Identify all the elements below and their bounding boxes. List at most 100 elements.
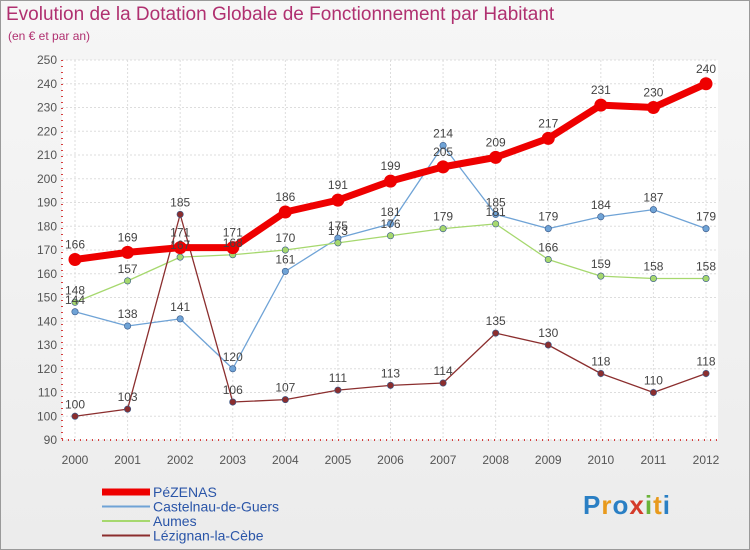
data-point <box>124 277 132 285</box>
x-tick-label: 2003 <box>219 453 246 467</box>
data-label: 170 <box>275 231 295 245</box>
data-label: 130 <box>538 326 558 340</box>
data-point <box>649 206 657 214</box>
data-label: 110 <box>644 374 663 388</box>
legend-label: PéZENAS <box>153 484 217 500</box>
x-tick-label: 2008 <box>482 453 509 467</box>
data-label: 186 <box>275 190 295 204</box>
data-point <box>544 341 552 349</box>
data-label: 159 <box>591 257 611 271</box>
data-label: 231 <box>591 83 611 97</box>
data-point <box>649 388 657 396</box>
y-tick-label: 90 <box>44 433 58 447</box>
data-label: 158 <box>643 260 663 274</box>
data-label: 144 <box>65 293 85 307</box>
data-point <box>702 274 710 282</box>
data-label: 100 <box>65 397 85 411</box>
data-point <box>281 396 289 404</box>
y-tick-label: 140 <box>37 314 57 328</box>
x-tick-label: 2009 <box>535 453 562 467</box>
data-label: 114 <box>434 364 453 378</box>
data-point <box>699 77 713 91</box>
data-point <box>334 239 342 247</box>
data-point <box>226 241 240 255</box>
data-label: 157 <box>118 262 138 276</box>
data-label: 106 <box>223 383 243 397</box>
data-label: 230 <box>643 86 663 100</box>
data-label: 240 <box>696 62 716 76</box>
data-label: 184 <box>591 198 611 212</box>
y-tick-label: 170 <box>37 243 57 257</box>
y-tick-label: 200 <box>37 172 57 186</box>
x-tick-label: 2002 <box>167 453 194 467</box>
data-point <box>544 255 552 263</box>
data-point <box>646 101 660 114</box>
y-tick-label: 150 <box>37 291 57 305</box>
data-point <box>597 272 605 280</box>
data-label: 111 <box>329 371 348 385</box>
legend-label: Aumes <box>153 513 197 529</box>
chart-subtitle: (en € et par an) <box>8 29 91 43</box>
data-label: 205 <box>433 145 453 159</box>
y-tick-label: 110 <box>38 386 57 400</box>
data-point <box>229 398 237 406</box>
data-label: 168 <box>223 236 243 250</box>
data-point <box>384 174 397 188</box>
data-point <box>71 412 79 420</box>
x-tick-label: 2007 <box>430 453 457 467</box>
data-point <box>334 386 342 394</box>
data-label: 120 <box>223 350 243 364</box>
data-label: 179 <box>696 210 716 224</box>
data-point <box>71 308 79 316</box>
data-label: 103 <box>118 390 138 404</box>
y-tick-label: 240 <box>37 77 57 91</box>
data-point <box>702 369 710 377</box>
data-point <box>176 315 184 323</box>
data-label: 185 <box>170 195 190 209</box>
data-label: 167 <box>170 238 190 252</box>
data-label: 148 <box>65 283 85 297</box>
data-label: 179 <box>538 210 558 224</box>
data-point <box>173 241 187 255</box>
data-label: 199 <box>380 159 400 173</box>
proxiti-logo: Proxiti <box>583 490 671 520</box>
data-point <box>492 329 500 337</box>
data-point <box>229 365 237 373</box>
data-label: 158 <box>696 260 716 274</box>
data-label: 185 <box>486 195 506 209</box>
data-label: 191 <box>328 178 348 192</box>
x-tick-label: 2001 <box>114 453 141 467</box>
data-label: 138 <box>118 307 138 321</box>
y-tick-label: 220 <box>37 124 57 138</box>
x-tick-label: 2004 <box>272 453 299 467</box>
data-label: 107 <box>275 381 295 395</box>
data-label: 181 <box>380 205 400 219</box>
data-point <box>439 379 447 387</box>
data-label: 161 <box>275 252 295 266</box>
legend-label: Castelnau-de-Guers <box>153 499 279 515</box>
data-label: 209 <box>486 135 506 149</box>
data-point <box>281 267 289 275</box>
data-point <box>71 298 79 306</box>
y-tick-label: 160 <box>37 267 57 281</box>
data-label: 181 <box>486 205 506 219</box>
y-tick-label: 130 <box>37 338 57 352</box>
data-label: 113 <box>381 366 400 380</box>
data-point <box>492 210 500 218</box>
data-point <box>386 232 394 240</box>
data-point <box>386 381 394 389</box>
chart-title: Evolution de la Dotation Globale de Fonc… <box>6 4 555 25</box>
data-label: 176 <box>380 217 400 231</box>
data-label: 217 <box>538 116 558 130</box>
data-label: 166 <box>65 238 85 252</box>
data-point <box>439 225 447 233</box>
data-label: 214 <box>433 127 453 141</box>
data-point <box>544 225 552 233</box>
data-label: 166 <box>538 241 558 255</box>
data-point <box>439 142 447 150</box>
data-label: 175 <box>328 219 348 233</box>
legend-label: Lézignan-la-Cèbe <box>153 528 264 544</box>
data-label: 141 <box>170 300 190 314</box>
data-point <box>541 131 555 145</box>
